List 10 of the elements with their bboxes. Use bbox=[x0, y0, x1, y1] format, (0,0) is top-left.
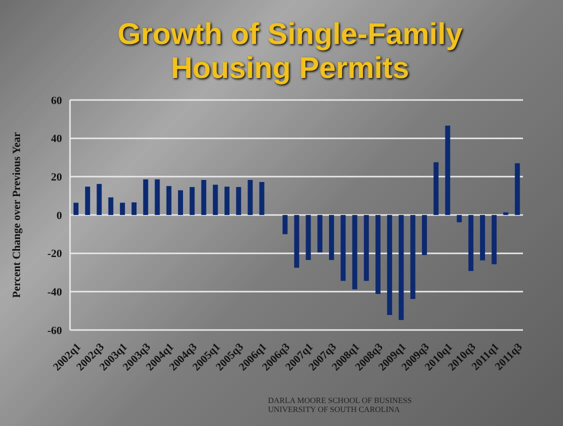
y-tick-label: 20 bbox=[51, 172, 62, 184]
y-tick-label: 0 bbox=[56, 210, 62, 222]
y-tick-label: -40 bbox=[47, 286, 62, 299]
y-tick-label: 40 bbox=[51, 133, 62, 146]
y-tick-label: 60 bbox=[51, 94, 62, 107]
y-axis-title: Percent Change over Previous Year bbox=[10, 132, 23, 298]
chart-title: Growth of Single-Family Housing Permits bbox=[116, 18, 464, 86]
y-tick-label: -60 bbox=[47, 324, 62, 337]
y-tick-label: -20 bbox=[47, 248, 62, 260]
text: DARLA MOORE SCHOOL OF BUSINESS UNIVERSITY OF SOUTH CAROLINA bbox=[268, 396, 413, 414]
